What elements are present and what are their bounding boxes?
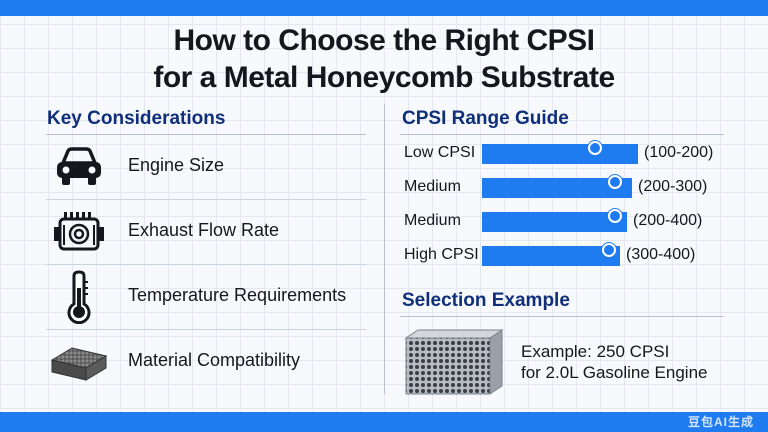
example-line-2: for 2.0L Gasoline Engine	[521, 363, 708, 382]
consideration-label: Engine Size	[128, 155, 225, 175]
cpsi-range-marker	[602, 243, 616, 257]
cpsi-range-row: High CPSI (300-400)	[400, 243, 740, 268]
cpsi-range-name: Low CPSI	[404, 144, 476, 161]
consideration-temperature: Temperature Requirements	[46, 266, 370, 328]
title-line-2: for a Metal Honeycomb Substrate	[153, 61, 615, 94]
cpsi-range-row: Medium (200-300)	[400, 175, 740, 200]
key-considerations-heading: Key Considerations	[47, 108, 226, 129]
honeycomb-substrate-image	[402, 328, 506, 396]
cpsi-range-bar	[482, 175, 632, 198]
heading-divider	[46, 134, 366, 135]
item-divider	[46, 329, 366, 330]
ai-watermark: 豆包AI生成	[687, 415, 754, 429]
heading-divider	[400, 134, 724, 135]
engine-icon	[50, 207, 108, 257]
column-divider	[384, 104, 385, 394]
item-divider	[46, 264, 366, 265]
selection-example-heading: Selection Example	[402, 290, 570, 311]
car-icon	[50, 142, 108, 192]
consideration-exhaust-flow: Exhaust Flow Rate	[46, 201, 370, 263]
cpsi-range-name: Medium	[404, 178, 461, 195]
consideration-label: Material Compatibility	[128, 350, 301, 370]
consideration-label: Exhaust Flow Rate	[128, 220, 280, 240]
example-line-1: Example: 250 CPSI	[521, 342, 670, 361]
heading-divider	[400, 316, 724, 317]
page-title: How to Choose the Right CPSI for a Metal…	[0, 22, 768, 96]
cpsi-range-value: (200-300)	[638, 178, 708, 195]
cpsi-range-marker	[608, 209, 622, 223]
cpsi-range-value: (200-400)	[633, 212, 703, 229]
cpsi-range-bar	[482, 209, 627, 232]
bottom-accent-band	[0, 412, 768, 432]
cpsi-range-marker	[608, 175, 622, 189]
cpsi-range-bar	[482, 243, 620, 266]
cpsi-range-name: Medium	[404, 212, 461, 229]
consideration-engine-size: Engine Size	[46, 136, 370, 198]
top-accent-band	[0, 0, 768, 16]
selection-example-text: Example: 250 CPSI for 2.0L Gasoline Engi…	[521, 341, 708, 383]
consideration-material: Material Compatibility	[46, 331, 370, 393]
cpsi-range-row: Medium (200-400)	[400, 209, 740, 234]
consideration-label: Temperature Requirements	[128, 285, 347, 305]
cpsi-range-name: High CPSI	[404, 246, 479, 263]
cpsi-range-row: Low CPSI (100-200)	[400, 141, 740, 166]
thermometer-icon	[50, 270, 108, 324]
cpsi-range-value: (100-200)	[644, 144, 714, 161]
cpsi-range-bar	[482, 141, 638, 164]
title-line-1: How to Choose the Right CPSI	[173, 24, 596, 57]
item-divider	[46, 199, 366, 200]
cpsi-range-marker	[588, 141, 602, 155]
material-block-icon	[50, 337, 108, 387]
cpsi-range-value: (300-400)	[626, 246, 696, 263]
cpsi-range-guide-heading: CPSI Range Guide	[402, 108, 569, 129]
